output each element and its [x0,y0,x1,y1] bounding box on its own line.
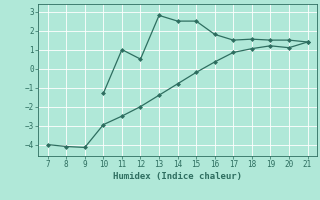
X-axis label: Humidex (Indice chaleur): Humidex (Indice chaleur) [113,172,242,181]
